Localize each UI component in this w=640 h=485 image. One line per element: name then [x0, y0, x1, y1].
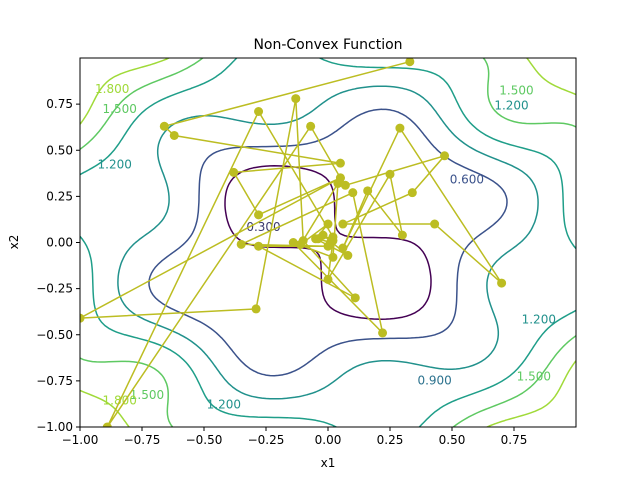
- path-point: [323, 274, 333, 284]
- path-point: [338, 219, 348, 229]
- x-tick-label: −0.50: [186, 433, 223, 447]
- path-point: [363, 186, 373, 196]
- x-tick-label: 0.00: [315, 433, 342, 447]
- x-tick-label: −0.25: [248, 433, 285, 447]
- x-tick-label: 0.50: [439, 433, 466, 447]
- contour-label: 1.500: [499, 84, 533, 98]
- x-axis-ticks: −1.00 −0.75 −0.50 −0.25 0.00 0.25 0.50 0.75: [62, 427, 528, 447]
- contour-level-0-6: [148, 108, 508, 377]
- path-point: [335, 158, 345, 168]
- contour-label: 1.500: [103, 102, 137, 116]
- path-point: [325, 238, 335, 247]
- x-tick-label: 0.25: [377, 433, 404, 447]
- y-tick-label: −0.25: [36, 282, 73, 296]
- path-point: [405, 58, 415, 67]
- path-point: [335, 173, 345, 183]
- path-point: [497, 278, 507, 288]
- path-point: [340, 180, 350, 190]
- path-point: [80, 313, 85, 323]
- path-point: [378, 328, 388, 338]
- path-point: [407, 188, 417, 198]
- path-point: [254, 241, 264, 251]
- path-point: [236, 239, 246, 249]
- contour-level-1-8: [80, 58, 576, 427]
- contour-level-1-2: [80, 58, 576, 427]
- x-axis-label: x1: [321, 456, 336, 470]
- path-point: [348, 188, 358, 198]
- path-point: [397, 230, 407, 240]
- x-tick-label: −0.75: [124, 433, 161, 447]
- contour-label: 0.300: [246, 220, 280, 234]
- path-point: [291, 94, 301, 104]
- contour-label: 1.200: [522, 312, 556, 326]
- path-point: [254, 107, 264, 117]
- x-tick-label: 0.75: [501, 433, 528, 447]
- path-point: [323, 219, 333, 229]
- contour-label: 0.600: [450, 172, 484, 186]
- path-point: [395, 123, 405, 133]
- path-point: [338, 243, 348, 253]
- path-point: [385, 169, 395, 179]
- path-point: [440, 151, 450, 161]
- y-tick-label: −1.00: [36, 420, 73, 434]
- y-tick-label: 0.00: [46, 236, 73, 250]
- path-point: [229, 167, 239, 177]
- path-point: [159, 121, 169, 131]
- x-tick-label: −1.00: [62, 433, 99, 447]
- path-point: [288, 238, 298, 247]
- y-tick-label: 0.25: [46, 189, 73, 203]
- contour-lines: [80, 58, 576, 427]
- y-tick-label: 0.75: [46, 97, 73, 111]
- chart-title: Non-Convex Function: [253, 37, 402, 53]
- contour-label: 1.800: [95, 82, 129, 96]
- y-axis-label: x2: [7, 235, 21, 250]
- path-point: [298, 236, 308, 246]
- path-point: [430, 219, 440, 229]
- y-axis-ticks: −1.00 −0.75 −0.50 −0.25 0.00 0.25 0.50 0.75: [36, 97, 80, 434]
- path-point: [350, 293, 360, 303]
- path-point: [343, 250, 353, 260]
- contour-label: 1.200: [98, 158, 132, 172]
- y-tick-label: 0.50: [46, 143, 73, 157]
- contour-label: 0.900: [417, 373, 451, 387]
- path-point: [313, 234, 323, 244]
- contour-label: 1.200: [207, 397, 241, 411]
- path-point: [254, 210, 264, 220]
- path-point: [102, 422, 112, 427]
- contour-label: 1.200: [494, 98, 528, 112]
- y-tick-label: −0.75: [36, 374, 73, 388]
- contour-label: 1.500: [130, 388, 164, 402]
- contour-label: 1.500: [517, 370, 551, 384]
- y-tick-label: −0.50: [36, 328, 73, 342]
- path-point: [328, 252, 338, 262]
- path-point: [251, 304, 261, 314]
- path-point: [306, 121, 316, 131]
- path-point: [169, 130, 179, 140]
- optimizer-path: [80, 58, 507, 427]
